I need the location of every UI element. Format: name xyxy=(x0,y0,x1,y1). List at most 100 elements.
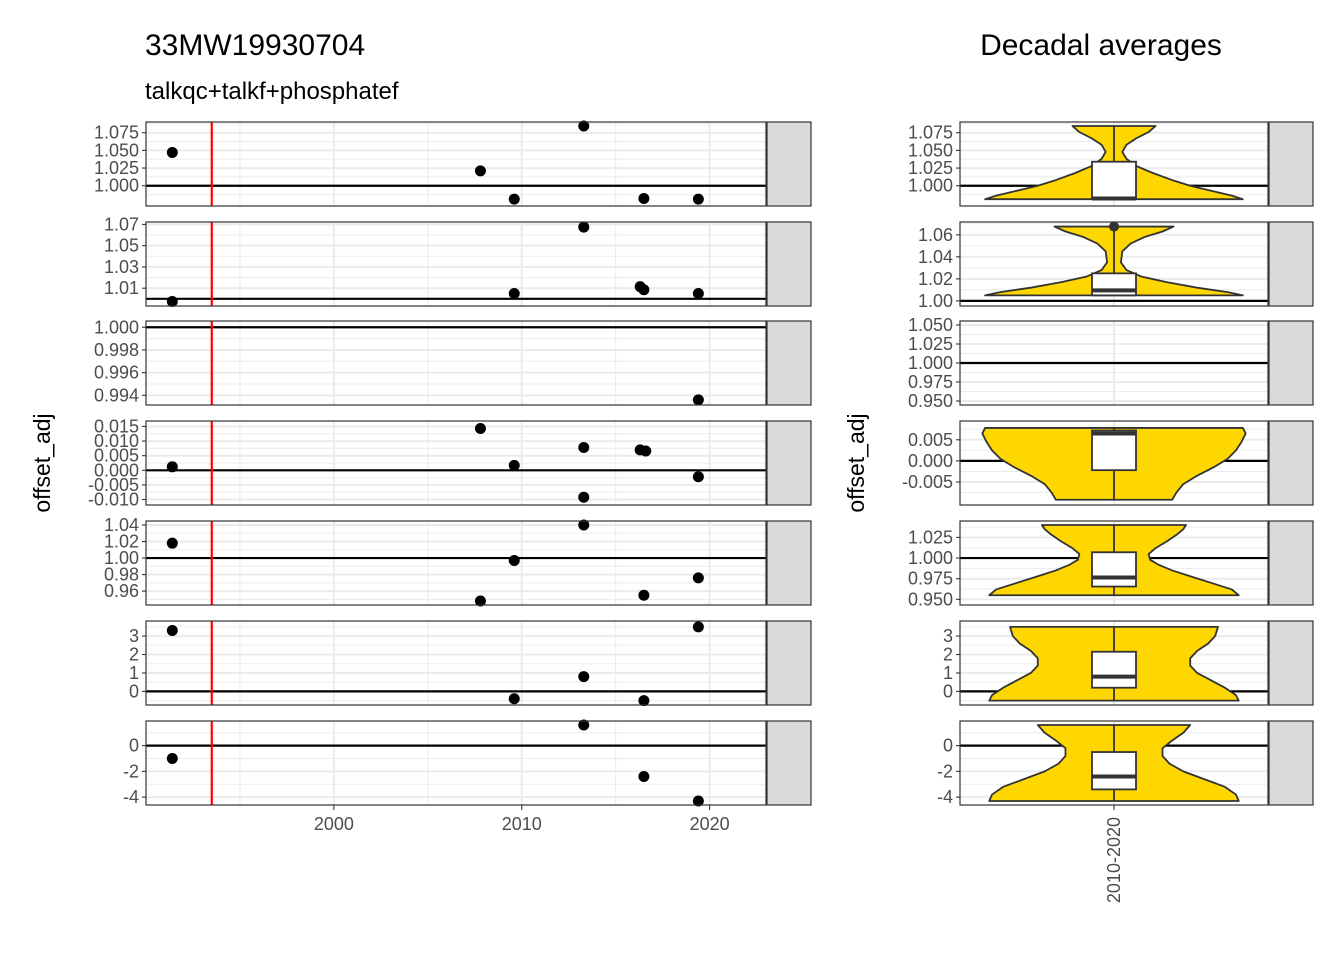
left-panel-grid xyxy=(146,122,766,206)
right-chart-title: Decadal averages xyxy=(980,29,1222,62)
right-y-tick-label: 3 xyxy=(943,626,953,646)
right-y-tick-label: 0.005 xyxy=(908,430,953,450)
left-panel-border xyxy=(145,520,767,606)
left-strip-2 xyxy=(766,320,812,406)
data-point-oxygen xyxy=(638,284,650,296)
left-strip-0 xyxy=(766,121,812,207)
right-y-tick-label: 0.000 xyxy=(908,451,953,471)
right-y-tick-label: 1.050 xyxy=(908,140,953,160)
right-strip-0 xyxy=(1268,121,1314,207)
data-point-nitrate xyxy=(578,120,590,132)
right-y-tick-label: 1.00 xyxy=(918,291,953,311)
left-panel-background xyxy=(146,122,766,206)
left-y-tick-label: 2 xyxy=(129,645,139,665)
left-y-tick-label: 1.04 xyxy=(104,515,139,535)
right-y-tick-label: 0 xyxy=(943,681,953,701)
x-tick-label: 2000 xyxy=(314,814,354,834)
left-panel-grid xyxy=(146,222,766,306)
right-y-tick-label: 1.000 xyxy=(908,548,953,568)
left-y-tick-label: 0.015 xyxy=(94,416,139,436)
right-y-tick-label: 0.950 xyxy=(908,391,953,411)
left-y-tick-label: 1.05 xyxy=(104,236,139,256)
box-iqr-talk xyxy=(1091,650,1137,689)
right-panel-border xyxy=(959,520,1269,606)
left-strip-5 xyxy=(766,620,812,706)
right-y-tick-label: 2 xyxy=(943,645,953,665)
left-panel-background xyxy=(146,222,766,306)
data-point-nitrate xyxy=(474,165,486,177)
data-point-nitrate xyxy=(508,193,520,205)
data-point-tco2 xyxy=(692,795,704,807)
data-point-salinity xyxy=(640,445,652,457)
x-tick-label: 2020 xyxy=(690,814,730,834)
right-strip-3 xyxy=(1268,420,1314,506)
data-point-talk xyxy=(508,693,520,705)
right-y-tick-label: 0 xyxy=(943,736,953,756)
left-y-tick-label: 0.010 xyxy=(94,431,139,451)
right-panel-talk: 0123talk xyxy=(943,620,1314,706)
left-y-tick-label: -0.010 xyxy=(88,490,139,510)
left-y-tick-label: 1.050 xyxy=(94,140,139,160)
left-y-tick-label: 0.98 xyxy=(104,565,139,585)
data-point-nitrate xyxy=(638,192,650,204)
data-point-tco2 xyxy=(578,719,590,731)
left-panel-background xyxy=(146,721,766,805)
right-panel-border xyxy=(959,620,1269,706)
right-y-tick-label: 1.025 xyxy=(908,158,953,178)
right-y-tick-label: 1.000 xyxy=(908,353,953,373)
left-y-tick-label: 0 xyxy=(129,736,139,756)
left-y-tick-label: 1.000 xyxy=(94,176,139,196)
left-strip-1 xyxy=(766,221,812,307)
left-panel-oxygen: 1.011.031.051.07oxygen xyxy=(104,214,812,307)
right-y-axis-label: offset_adj xyxy=(843,413,869,512)
left-panel-grid xyxy=(146,721,766,805)
left-chart-title: 33MW19930704 xyxy=(145,29,365,62)
left-y-tick-label: 0 xyxy=(129,681,139,701)
right-panel-grid xyxy=(960,321,1268,405)
left-y-tick-label: 0.996 xyxy=(94,363,139,383)
left-panel-border xyxy=(145,320,767,406)
data-point-silicate xyxy=(692,572,704,584)
right-y-tick-label: 0.975 xyxy=(908,372,953,392)
left-y-tick-label: 0.998 xyxy=(94,340,139,360)
left-y-tick-label: 1.07 xyxy=(104,214,139,234)
right-strip-4 xyxy=(1268,520,1314,606)
data-point-tco2 xyxy=(166,752,178,764)
box-outlier-point xyxy=(1109,221,1119,232)
left-y-axis-label: offset_adj xyxy=(29,413,55,512)
data-point-silicate xyxy=(638,589,650,601)
left-panel-border xyxy=(145,420,767,506)
left-panel-grid xyxy=(146,321,766,405)
left-panel-grid xyxy=(146,521,766,605)
right-y-tick-label: 1.075 xyxy=(908,123,953,143)
right-panel-border xyxy=(959,121,1269,207)
data-point-salinity xyxy=(692,471,704,483)
left-strip-3 xyxy=(766,420,812,506)
left-panel-grid xyxy=(146,421,766,505)
data-point-salinity xyxy=(474,423,486,435)
left-y-tick-label: 1.03 xyxy=(104,257,139,277)
box-iqr-nitrate xyxy=(1091,160,1137,201)
box-iqr-salinity xyxy=(1091,429,1137,472)
data-point-salinity xyxy=(166,461,178,473)
data-point-silicate xyxy=(508,555,520,567)
data-point-talk xyxy=(638,695,650,707)
right-y-tick-label: 0.975 xyxy=(908,569,953,589)
box-iqr-tco2 xyxy=(1091,751,1137,791)
left-y-tick-label: 1.075 xyxy=(94,123,139,143)
data-point-oxygen xyxy=(692,287,704,299)
left-strip-4 xyxy=(766,520,812,606)
right-y-tick-label: -0.005 xyxy=(902,472,953,492)
right-y-tick-label: -2 xyxy=(937,761,953,781)
left-facet-panels: 1.0001.0251.0501.075nitrate1.011.031.051… xyxy=(88,120,812,834)
right-strip-5 xyxy=(1268,620,1314,706)
right-y-tick-label: 1.000 xyxy=(908,176,953,196)
left-panel-border xyxy=(145,720,767,806)
left-y-tick-label: 1.025 xyxy=(94,158,139,178)
left-y-tick-label: 1.00 xyxy=(104,548,139,568)
left-y-tick-label: 0.000 xyxy=(94,460,139,480)
